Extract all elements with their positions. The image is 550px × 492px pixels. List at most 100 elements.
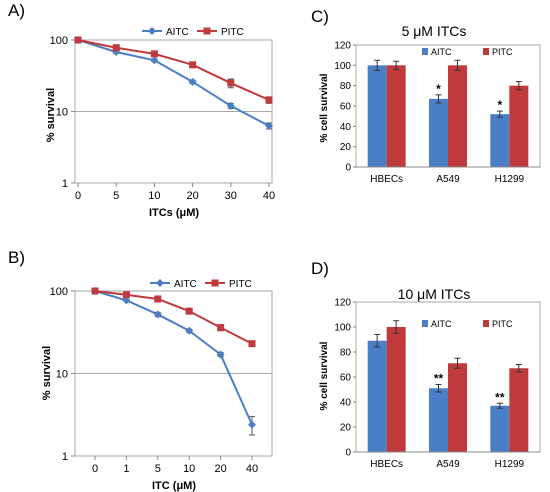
bar-d-aitc: [367, 340, 387, 452]
y-axis-label-d: % cell survival: [319, 341, 330, 410]
legend-swatch-d: [483, 320, 489, 327]
legend-label-c: PITC: [492, 47, 513, 57]
legend-label-d: PITC: [492, 319, 513, 329]
panel-a: A) % survival ITCs (μM) 1 10 100 0 5 10 20 30 40…: [8, 1, 275, 219]
x-tick-label-b: 40: [246, 463, 258, 475]
legend-swatch-c: [422, 48, 428, 55]
x-tick-label-a: 30: [225, 190, 237, 202]
data-point-b-pitc: [154, 295, 162, 303]
data-point-a-aitc: [188, 77, 197, 86]
category-label-d: H1299: [495, 459, 525, 470]
category-label-d: HBECs: [370, 459, 403, 470]
data-point-b-aitc: [153, 310, 162, 319]
legend-swatch-d: [422, 320, 428, 327]
category-label-c: A549: [436, 174, 460, 185]
data-point-b-aitc: [248, 420, 256, 429]
legend-marker-a: [203, 27, 211, 35]
data-point-a-pitc: [265, 96, 273, 104]
x-tick-label-b: 20: [214, 463, 226, 475]
data-point-b-aitc: [216, 350, 225, 359]
bar-c-aitc: [367, 65, 387, 167]
legend-marker-b: [156, 279, 164, 287]
bar-d-pitc: [509, 368, 529, 452]
legend-marker-a: [148, 27, 156, 35]
x-tick-label-a: 10: [148, 190, 160, 202]
data-point-a-aitc: [226, 101, 235, 110]
y-tick-label-c: 0: [345, 163, 351, 174]
legend-label-b: PITC: [229, 279, 252, 290]
chart-title-c: 5 μM ITCs: [402, 23, 467, 39]
panel-label-b: B): [8, 248, 25, 267]
y-tick-label-c: 80: [340, 81, 352, 92]
significance-marker-d: **: [434, 372, 444, 386]
y-tick-label-d: 20: [340, 423, 352, 434]
category-label-c: HBECs: [370, 174, 403, 185]
legend-label-b: AITC: [174, 279, 197, 290]
bar-c-pitc: [509, 85, 529, 167]
legend-marker-b: [211, 279, 219, 287]
legend-label-a: PITC: [221, 27, 244, 38]
y-tick-label-d: 60: [340, 373, 352, 384]
data-point-b-pitc: [122, 291, 130, 299]
x-axis-label-b: ITC (μM): [152, 480, 196, 492]
y-tick-label-c: 60: [340, 102, 352, 113]
x-tick-label-b: 5: [155, 463, 161, 475]
data-point-b-pitc: [248, 340, 256, 348]
y-tick-label-c: 40: [340, 122, 352, 133]
y-axis-label-a: % survival: [45, 88, 57, 142]
legend-swatch-c: [483, 48, 489, 55]
bar-d-aitc: [429, 388, 448, 452]
significance-marker-d: **: [495, 390, 505, 404]
significance-marker-c: *: [497, 98, 502, 112]
x-tick-label-b: 0: [92, 463, 98, 475]
data-point-a-aitc: [150, 56, 159, 65]
series-line-b-aitc: [94, 290, 253, 426]
bar-d-pitc: [386, 327, 406, 452]
bar-d-aitc: [490, 405, 510, 452]
data-point-a-pitc: [74, 36, 82, 44]
series-line-b-pitc: [94, 290, 253, 345]
bar-c-aitc: [490, 114, 510, 167]
data-point-b-pitc: [217, 324, 225, 332]
legend-label-d: AITC: [431, 319, 452, 329]
y-tick-label-d: 80: [340, 348, 352, 359]
x-tick-label-a: 40: [263, 190, 275, 202]
chart-title-d: 10 μM ITCs: [398, 286, 471, 302]
data-point-b-pitc: [185, 307, 193, 315]
y-tick-label-c: 120: [334, 41, 351, 52]
y-tick-label-d: 100: [334, 323, 351, 334]
panel-label-c: C): [311, 7, 329, 26]
y-tick-label-d: 120: [334, 298, 351, 309]
y-tick-label-c: 20: [340, 142, 352, 153]
y-axis-label-b: % survival: [41, 346, 53, 400]
data-point-a-pitc: [150, 50, 158, 58]
panel-label-d: D): [311, 259, 329, 278]
legend-label-c: AITC: [431, 47, 452, 57]
x-tick-label-b: 10: [183, 463, 195, 475]
panel-b: B) % survival ITC (μM) 1 10 100 0 1 5 10 20 40 AI…: [8, 248, 273, 492]
panel-d: D) 10 μM ITCs % cell survival 0 20 40 60 80 1…: [311, 259, 541, 470]
data-point-a-pitc: [112, 44, 120, 52]
y-tick-label-d: 0: [345, 448, 351, 459]
y-tick-label-d: 40: [340, 398, 352, 409]
significance-marker-c: *: [436, 82, 441, 96]
bar-d-pitc: [448, 363, 467, 452]
data-point-b-aitc: [122, 296, 131, 305]
data-point-a-pitc: [189, 61, 197, 69]
x-tick-label-a: 5: [113, 190, 119, 202]
data-point-a-pitc: [227, 79, 235, 87]
panel-c: C) 5 μM ITCs % cell survival 0 20 40 60 80 10…: [311, 7, 541, 185]
series-line-a-aitc: [77, 39, 270, 127]
panel-label-a: A): [8, 1, 25, 20]
y-tick-label-c: 100: [334, 61, 351, 72]
y-tick-label-b: 100: [50, 286, 68, 298]
x-tick-label-a: 20: [186, 190, 198, 202]
category-label-d: A549: [436, 459, 460, 470]
y-axis-label-c: % cell survival: [319, 73, 330, 142]
x-tick-label-a: 0: [75, 190, 81, 202]
bar-c-pitc: [448, 65, 467, 167]
legend-label-a: AITC: [166, 27, 189, 38]
bar-c-aitc: [429, 98, 448, 167]
x-axis-label-a: ITCs (μM): [149, 207, 199, 219]
